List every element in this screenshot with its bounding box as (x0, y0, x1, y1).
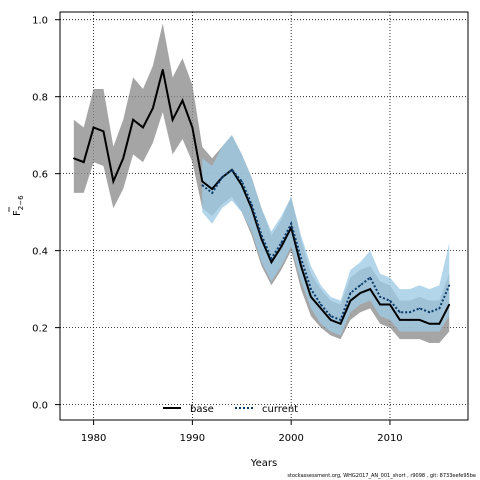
point-base (270, 261, 273, 263)
point-base (300, 265, 302, 267)
point-base (152, 107, 154, 110)
point-current (408, 311, 411, 314)
y-tick-label: 0.2 (32, 324, 48, 335)
point-base (112, 180, 115, 183)
band-base (73, 23, 450, 344)
x-axis: 1980 1990 2000 2010 (81, 420, 403, 444)
point-current (201, 184, 204, 187)
x-tick-label: 2000 (278, 433, 303, 444)
point-base (438, 322, 441, 325)
point-current (221, 176, 223, 179)
point-base (250, 207, 253, 210)
footer-text: stockassessment.org, WHG2017_AN_001_shor… (287, 473, 476, 479)
point-base (142, 126, 144, 129)
point-base (181, 99, 184, 102)
y-tick-label: 0.8 (32, 93, 48, 104)
point-current (310, 288, 312, 290)
point-current (250, 203, 253, 206)
point-current (418, 307, 421, 310)
point-base (448, 303, 451, 306)
point-base (369, 288, 371, 290)
point-base (329, 319, 332, 321)
point-base (171, 118, 174, 121)
point-base (201, 180, 204, 183)
y-axis-title-main: F (12, 210, 23, 216)
x-axis-title: Years (250, 458, 277, 469)
legend-label-base: base (190, 404, 214, 415)
band-current (202, 135, 450, 336)
point-base (418, 319, 421, 321)
point-base (379, 303, 381, 306)
point-current (359, 284, 362, 287)
point-current (260, 234, 263, 237)
point-base (211, 188, 213, 190)
point-current (300, 257, 302, 260)
plot-frame (59, 11, 469, 421)
y-axis-title: F2−6 (8, 195, 25, 216)
point-base (349, 299, 352, 302)
series-lines (73, 68, 451, 326)
y-tick-label: 0.6 (32, 170, 48, 181)
point-current (399, 311, 401, 314)
y-tick-label: 0.4 (32, 247, 48, 258)
x-tick-label: 1980 (81, 433, 106, 444)
point-base (161, 68, 164, 71)
point-base (359, 292, 362, 294)
point-base (122, 157, 125, 160)
legend-label-current: current (262, 404, 298, 415)
point-current (211, 192, 213, 194)
point-current (428, 311, 431, 314)
y-axis: 0.0 0.2 0.4 0.6 0.8 1.0 (32, 16, 60, 412)
point-base (73, 157, 75, 160)
x-tick-label: 1990 (180, 433, 205, 444)
point-current (320, 303, 322, 306)
point-current (389, 299, 391, 302)
y-axis-title-subscript: 2−6 (17, 195, 25, 210)
point-base (320, 307, 322, 310)
point-current (438, 307, 441, 310)
point-current (240, 180, 243, 183)
point-current (379, 296, 381, 298)
point-base (92, 126, 95, 129)
point-base (82, 161, 85, 163)
point-current (369, 276, 371, 279)
y-tick-label: 0.0 (32, 401, 48, 412)
point-base (191, 126, 194, 129)
point-base (408, 319, 411, 321)
point-current (448, 284, 451, 287)
point-base (260, 238, 263, 240)
point-current (339, 319, 342, 321)
svg-text:F2−6: F2−6 (12, 195, 25, 216)
point-base (428, 322, 431, 325)
point-current (290, 222, 292, 225)
y-tick-label: 1.0 (32, 16, 48, 27)
point-base (102, 130, 105, 133)
point-current (270, 257, 273, 260)
point-base (399, 319, 401, 321)
point-base (132, 118, 134, 121)
point-current (280, 242, 283, 244)
point-base (389, 303, 391, 306)
x-tick-label: 2010 (377, 433, 402, 444)
point-current (349, 292, 352, 294)
point-base (310, 296, 312, 298)
point-current (329, 315, 332, 317)
confidence-bands (73, 23, 450, 344)
point-base (280, 245, 283, 248)
legend: base current (163, 404, 298, 415)
point-base (339, 322, 342, 325)
point-current (231, 169, 233, 171)
